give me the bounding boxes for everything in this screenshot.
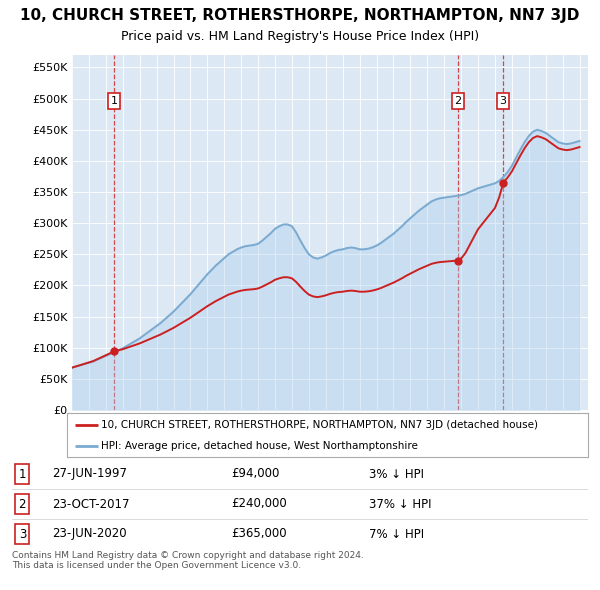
Text: 23-JUN-2020: 23-JUN-2020: [52, 527, 127, 540]
Text: 37% ↓ HPI: 37% ↓ HPI: [369, 497, 431, 510]
Text: 10, CHURCH STREET, ROTHERSTHORPE, NORTHAMPTON, NN7 3JD (detached house): 10, CHURCH STREET, ROTHERSTHORPE, NORTHA…: [101, 420, 538, 430]
Text: 1: 1: [19, 467, 26, 480]
Text: 3: 3: [19, 527, 26, 540]
Text: £94,000: £94,000: [231, 467, 279, 480]
Text: £365,000: £365,000: [231, 527, 287, 540]
Text: Contains HM Land Registry data © Crown copyright and database right 2024.
This d: Contains HM Land Registry data © Crown c…: [12, 551, 364, 571]
Text: 3: 3: [500, 96, 506, 106]
Text: 27-JUN-1997: 27-JUN-1997: [52, 467, 127, 480]
Text: 2: 2: [19, 497, 26, 510]
Text: 7% ↓ HPI: 7% ↓ HPI: [369, 527, 424, 540]
Text: 1: 1: [110, 96, 118, 106]
Text: Price paid vs. HM Land Registry's House Price Index (HPI): Price paid vs. HM Land Registry's House …: [121, 30, 479, 43]
Text: £240,000: £240,000: [231, 497, 287, 510]
Text: 10, CHURCH STREET, ROTHERSTHORPE, NORTHAMPTON, NN7 3JD: 10, CHURCH STREET, ROTHERSTHORPE, NORTHA…: [20, 8, 580, 23]
Text: 23-OCT-2017: 23-OCT-2017: [52, 497, 130, 510]
Text: 3% ↓ HPI: 3% ↓ HPI: [369, 467, 424, 480]
Text: 2: 2: [454, 96, 461, 106]
Text: HPI: Average price, detached house, West Northamptonshire: HPI: Average price, detached house, West…: [101, 441, 418, 451]
